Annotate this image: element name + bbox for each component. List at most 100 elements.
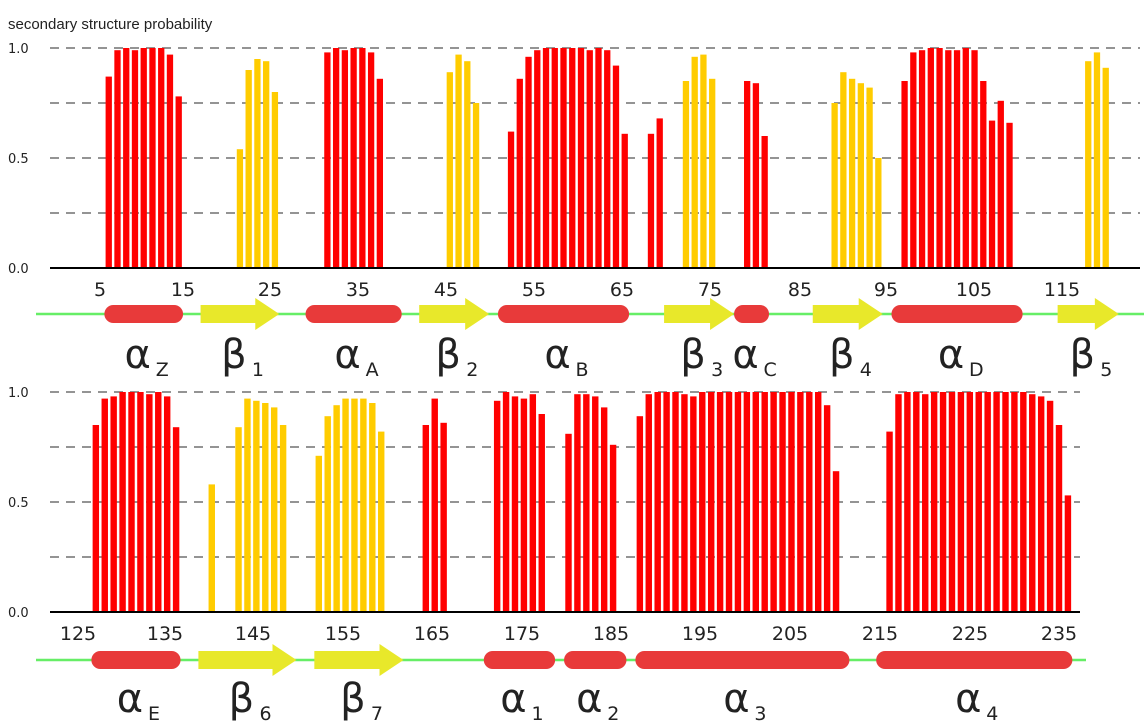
helix-bar xyxy=(761,136,768,268)
strand-bar xyxy=(866,87,873,268)
helix-bar xyxy=(440,422,447,612)
helix-bar xyxy=(770,392,777,612)
structure-label-subscript: 6 xyxy=(259,703,271,725)
helix-bar xyxy=(502,392,510,612)
helix-bar xyxy=(114,50,121,269)
x-tick-label: 115 xyxy=(1044,279,1080,301)
strand-bar xyxy=(875,158,882,268)
structure-label-subscript: 3 xyxy=(754,703,766,725)
x-tick-label: 105 xyxy=(956,279,992,301)
helix-bar xyxy=(128,392,135,612)
strand-arrow-symbol xyxy=(314,644,404,676)
x-tick-label: 145 xyxy=(235,623,271,645)
helix-bar xyxy=(927,48,934,268)
structure-label-subscript: 5 xyxy=(1100,359,1112,381)
x-tick-label: 175 xyxy=(504,623,540,645)
helix-bar xyxy=(936,48,943,268)
structure-label: β xyxy=(221,332,247,378)
helix-bar xyxy=(988,120,996,268)
x-tick-label: 15 xyxy=(171,279,195,301)
x-tick-label: 75 xyxy=(698,279,722,301)
helix-bar xyxy=(493,400,501,612)
helix-bar xyxy=(945,50,952,269)
helix-bar xyxy=(155,392,162,612)
x-tick-label: 235 xyxy=(1041,623,1077,645)
helix-symbol xyxy=(876,651,1073,669)
helix-bar xyxy=(962,48,969,268)
strand-bar xyxy=(333,405,340,612)
helix-bar xyxy=(367,52,375,269)
structure-label: β xyxy=(229,676,255,722)
helix-bar xyxy=(953,50,961,269)
helix-bar xyxy=(1002,392,1009,612)
helix-bar xyxy=(743,392,751,612)
helix-bar xyxy=(422,425,430,612)
strand-bar xyxy=(245,70,252,268)
strand-bar xyxy=(464,61,471,269)
strand-arrow-symbol xyxy=(664,298,735,330)
strand-arrow-symbol xyxy=(812,298,883,330)
helix-bar xyxy=(1046,400,1054,612)
structure-label-subscript: 2 xyxy=(466,359,478,381)
helix-bar xyxy=(1029,394,1036,612)
strand-bar xyxy=(857,83,865,268)
helix-bar xyxy=(663,392,670,612)
helix-bar xyxy=(886,431,893,612)
strand-bar xyxy=(691,56,698,268)
y-tick-label: 0.5 xyxy=(8,152,29,167)
x-tick-label: 225 xyxy=(952,623,988,645)
strand-bar xyxy=(700,54,707,268)
x-tick-label: 25 xyxy=(258,279,282,301)
helix-bar xyxy=(957,392,965,612)
y-tick-label: 1.0 xyxy=(8,42,29,57)
strand-bar xyxy=(1093,52,1101,269)
x-tick-label: 195 xyxy=(682,623,718,645)
x-tick-label: 165 xyxy=(414,623,450,645)
helix-bar xyxy=(511,396,519,612)
x-tick-label: 185 xyxy=(593,623,629,645)
x-tick-label: 35 xyxy=(346,279,370,301)
y-tick-label: 0.5 xyxy=(8,496,29,511)
helix-bar xyxy=(172,427,180,612)
strand-bar xyxy=(369,403,376,612)
helix-bar xyxy=(592,396,599,612)
helix-bar xyxy=(913,392,920,612)
helix-bar xyxy=(814,392,822,612)
helix-bar xyxy=(137,392,144,612)
helix-symbol xyxy=(564,651,627,669)
helix-bar xyxy=(166,54,174,268)
strand-bar xyxy=(351,398,358,612)
strand-bar xyxy=(253,400,260,612)
helix-bar xyxy=(604,50,611,269)
y-tick-label: 0.0 xyxy=(8,262,29,277)
helix-bar xyxy=(123,48,130,268)
structure-label-subscript: E xyxy=(148,703,160,725)
helix-bar xyxy=(565,433,572,612)
helix-bar xyxy=(707,392,715,612)
strand-bar xyxy=(235,427,242,612)
strand-bar xyxy=(279,425,287,612)
helix-bar xyxy=(529,394,537,612)
strand-arrow-symbol xyxy=(419,298,490,330)
helix-symbol xyxy=(891,305,1023,323)
helix-bar xyxy=(105,76,112,268)
helix-bar xyxy=(507,131,515,268)
helix-symbol xyxy=(635,651,850,669)
structure-label: β xyxy=(680,332,706,378)
helix-bar xyxy=(734,392,742,612)
helix-bar xyxy=(797,392,804,612)
helix-bar xyxy=(92,425,100,612)
helix-bar xyxy=(918,50,926,269)
strand-bar xyxy=(831,103,838,268)
helix-bar xyxy=(586,50,593,269)
strand-bar xyxy=(682,81,690,268)
helix-bar xyxy=(654,392,661,612)
helix-bar xyxy=(431,398,438,612)
strand-bar xyxy=(208,484,215,612)
helix-symbol xyxy=(104,305,184,323)
structure-label: β xyxy=(435,332,461,378)
structure-label-subscript: B xyxy=(576,359,589,381)
helix-bar xyxy=(110,396,117,612)
structure-label-subscript: 3 xyxy=(711,359,723,381)
x-tick-label: 85 xyxy=(788,279,812,301)
